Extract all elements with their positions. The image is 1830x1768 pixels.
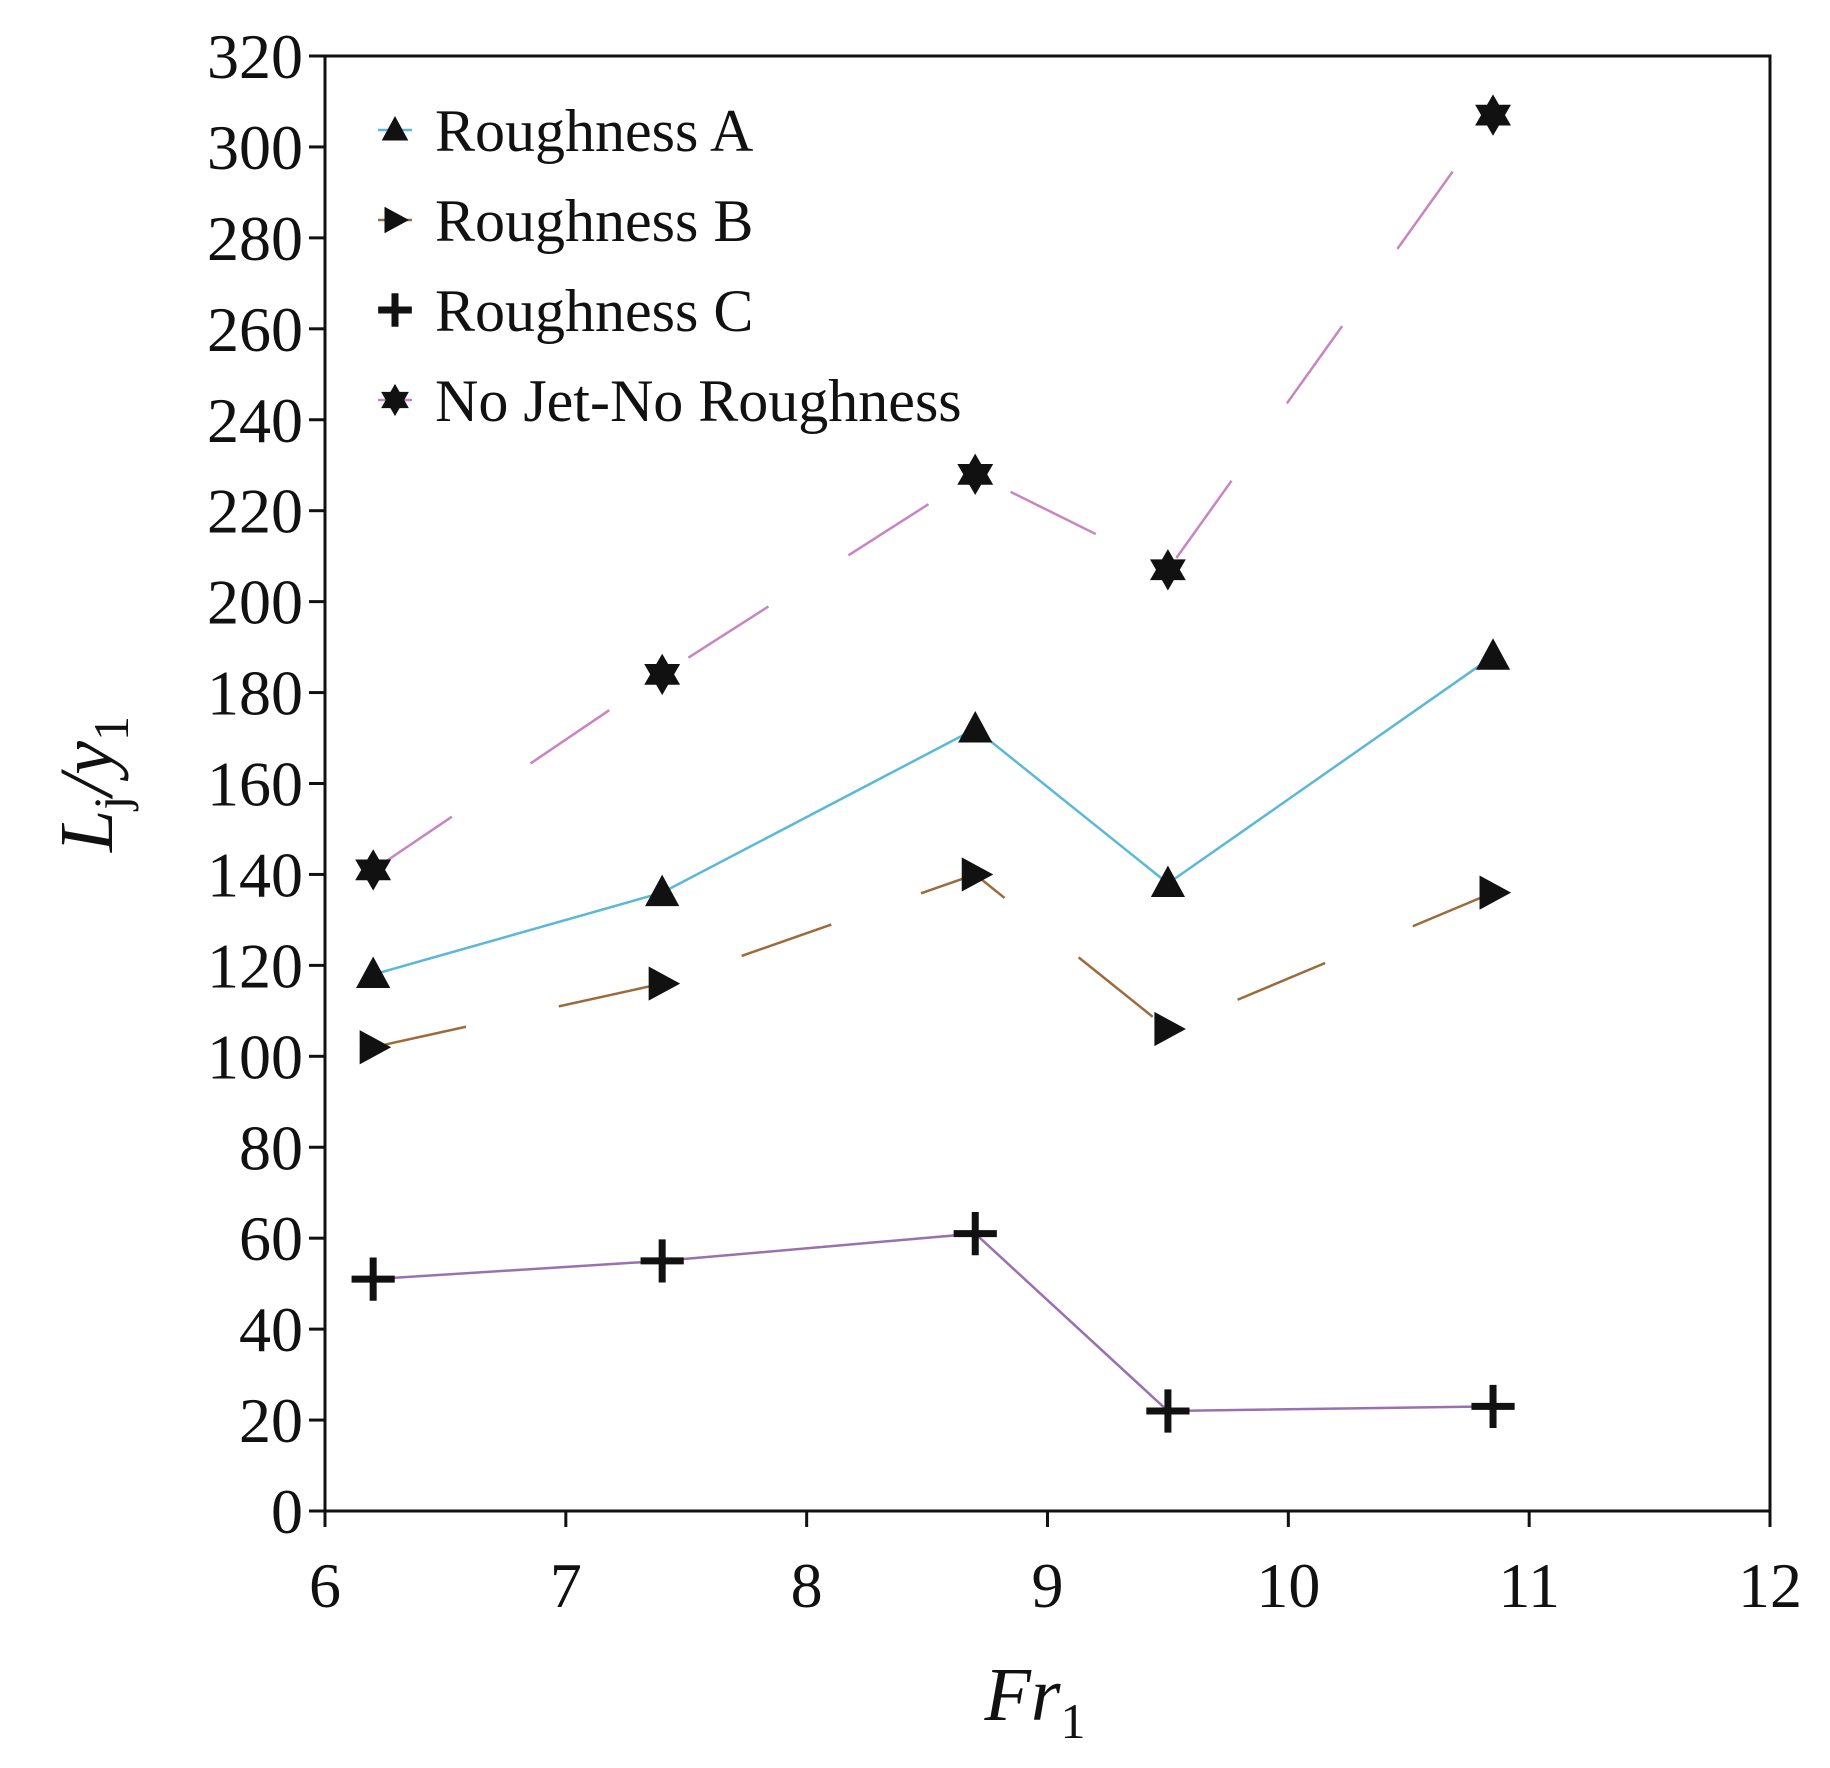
x-tick-label: 11: [1498, 1550, 1560, 1621]
data-point-roughness-a: [645, 874, 680, 907]
legend: Roughness A Roughness B Roughness C No Jet-…: [378, 98, 962, 434]
series-line-roughness-a: [372, 655, 1494, 976]
legend-item-roughness-a: Roughness A: [378, 98, 753, 164]
legend-item-no-jet-no-roughness: No Jet-No Roughness: [378, 368, 962, 434]
y-axis: 0 20 40 60 80 100 120 140 160 180 200 220 240 260 280 3…: [207, 21, 325, 1547]
y-tick-label: 240: [207, 385, 303, 456]
data-point-no-jet-no-roughness: [1475, 94, 1511, 136]
data-point-roughness-c: [1471, 1384, 1515, 1429]
data-point-roughness-a: [1150, 865, 1186, 898]
series-line-no-jet-no-roughness: [372, 114, 1495, 871]
y-tick-label: 160: [207, 749, 303, 820]
y-tick-label: 40: [239, 1294, 303, 1365]
y-tick-label: 140: [207, 839, 303, 910]
legend-item-roughness-b: Roughness B: [378, 188, 753, 254]
y-tick-label: 100: [207, 1021, 303, 1092]
y-tick-label: 320: [207, 21, 303, 92]
legend-marker-no-jet-no-roughness: [381, 383, 409, 417]
y-tick-label: 0: [271, 1476, 303, 1547]
data-point-roughness-b: [961, 857, 994, 892]
data-point-no-jet-no-roughness: [355, 849, 392, 891]
data-point-no-jet-no-roughness: [644, 653, 681, 696]
data-point-no-jet-no-roughness: [957, 453, 994, 495]
y-tick-label: 20: [239, 1385, 303, 1456]
legend-marker-roughness-a: [381, 116, 409, 141]
y-tick-label: 60: [239, 1203, 303, 1274]
y-tick-label: 80: [239, 1112, 303, 1183]
legend-label: No Jet-No Roughness: [435, 368, 962, 434]
data-point-roughness-c: [351, 1257, 395, 1301]
y-tick-label: 280: [207, 203, 303, 274]
series-markers: [351, 94, 1515, 1433]
legend-marker-roughness-c: [378, 293, 412, 327]
data-point-no-jet-no-roughness: [1150, 549, 1186, 591]
data-point-roughness-a: [958, 710, 993, 743]
legend-marker-roughness-b: [384, 206, 409, 234]
y-axis-title: Lj/y1: [45, 716, 139, 853]
legend-label: Roughness B: [435, 188, 753, 254]
data-point-roughness-b: [1154, 1011, 1186, 1047]
data-point-roughness-b: [648, 966, 681, 1001]
x-axis-title: Fr1: [984, 1653, 1086, 1749]
y-tick-label: 180: [207, 658, 303, 729]
data-point-roughness-a: [356, 956, 391, 988]
y-tick-label: 220: [207, 476, 303, 547]
legend-label: Roughness C: [435, 278, 753, 344]
data-point-roughness-c: [953, 1212, 997, 1256]
plot-frame: [323, 54, 1772, 1513]
x-tick-label: 9: [1032, 1550, 1064, 1621]
y-tick-label: 200: [207, 567, 303, 638]
y-tick-label: 260: [207, 294, 303, 365]
legend-label: Roughness A: [435, 98, 753, 164]
series-line-roughness-b: [372, 872, 1494, 1049]
data-point-roughness-c: [1146, 1389, 1190, 1433]
data-point-roughness-b: [359, 1030, 392, 1065]
data-point-roughness-a: [1475, 638, 1511, 670]
y-tick-label: 120: [207, 930, 303, 1001]
data-point-roughness-b: [1479, 875, 1512, 910]
x-tick-label: 6: [309, 1550, 341, 1621]
x-tick-label: 12: [1738, 1550, 1802, 1621]
x-tick-label: 7: [550, 1550, 582, 1621]
legend-item-roughness-c: Roughness C: [378, 278, 753, 344]
x-tick-label: 8: [791, 1550, 823, 1621]
x-tick-label: 10: [1256, 1550, 1320, 1621]
series-line-roughness-c: [373, 1232, 1494, 1413]
data-point-roughness-c: [640, 1239, 684, 1283]
x-axis: 6 7 8 9 10 11 12: [309, 1511, 1802, 1621]
y-tick-label: 300: [207, 112, 303, 183]
